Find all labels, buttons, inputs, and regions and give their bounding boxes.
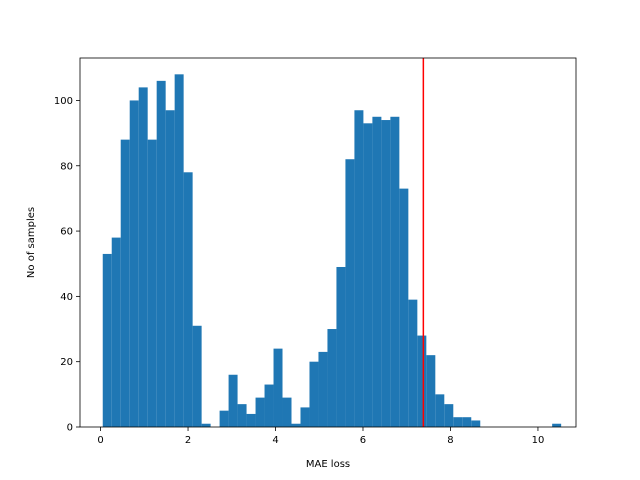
histogram-bar — [102, 253, 112, 427]
histogram-bar — [435, 394, 445, 427]
histogram-bar — [264, 384, 274, 427]
histogram-bar — [120, 139, 130, 428]
histogram-bar — [147, 139, 157, 428]
x-axis-ticks: 0 2 4 6 8 10 — [97, 427, 544, 446]
y-tick-label: 0 — [67, 423, 73, 434]
histogram-bar — [453, 417, 463, 427]
histogram-bar — [201, 423, 211, 427]
y-tick-label: 40 — [60, 292, 73, 303]
histogram-bar — [111, 237, 121, 427]
histogram-bar — [282, 397, 292, 427]
histogram-bar — [318, 351, 328, 427]
y-tick-label: 100 — [54, 96, 73, 107]
x-tick-label: 6 — [360, 435, 366, 446]
histogram-bar — [174, 74, 184, 428]
histogram-bar — [291, 423, 301, 427]
y-axis-label: No of samples — [26, 207, 37, 278]
histogram-bar — [309, 361, 319, 427]
histogram-bar — [246, 413, 256, 427]
histogram-bar — [237, 404, 247, 427]
x-tick-label: 4 — [272, 435, 278, 446]
histogram-bar — [255, 397, 265, 427]
histogram-bar — [156, 80, 166, 428]
histogram-bar — [372, 116, 382, 428]
histogram-bar — [399, 188, 409, 427]
histogram-bar — [183, 172, 193, 427]
histogram-bar — [417, 335, 427, 427]
plot-frame — [79, 57, 577, 428]
histogram-bar — [363, 123, 373, 427]
y-axis-ticks: 0 20 40 60 80 100 — [54, 96, 80, 434]
x-tick-label: 0 — [97, 435, 103, 446]
histogram-bar — [336, 266, 346, 427]
histogram-bar — [273, 348, 283, 427]
histogram-bar — [381, 120, 391, 427]
histogram-bar — [192, 325, 202, 427]
histogram-bar — [552, 423, 562, 427]
histogram-bar — [444, 404, 454, 427]
histogram-bar — [354, 110, 364, 427]
x-tick-label: 2 — [185, 435, 191, 446]
histogram-bar — [228, 374, 238, 427]
histogram-bar — [408, 299, 418, 427]
histogram-bar — [426, 355, 436, 427]
histogram-bar — [138, 87, 148, 428]
histogram-bar — [390, 116, 400, 428]
y-tick-label: 60 — [60, 227, 73, 238]
y-tick-label: 80 — [60, 161, 73, 172]
histogram-bar — [345, 159, 355, 427]
x-tick-label: 10 — [532, 435, 545, 446]
histogram-bar — [300, 407, 310, 427]
y-tick-label: 20 — [60, 357, 73, 368]
histogram-bar — [327, 329, 337, 427]
histogram-bar — [219, 410, 229, 427]
histogram-bar — [462, 417, 472, 427]
x-tick-label: 8 — [447, 435, 453, 446]
histogram-bar — [129, 100, 139, 427]
histogram-bar — [471, 420, 481, 427]
bars-group — [102, 74, 562, 428]
x-axis-label: MAE loss — [306, 459, 350, 470]
histogram-bar — [165, 110, 175, 427]
